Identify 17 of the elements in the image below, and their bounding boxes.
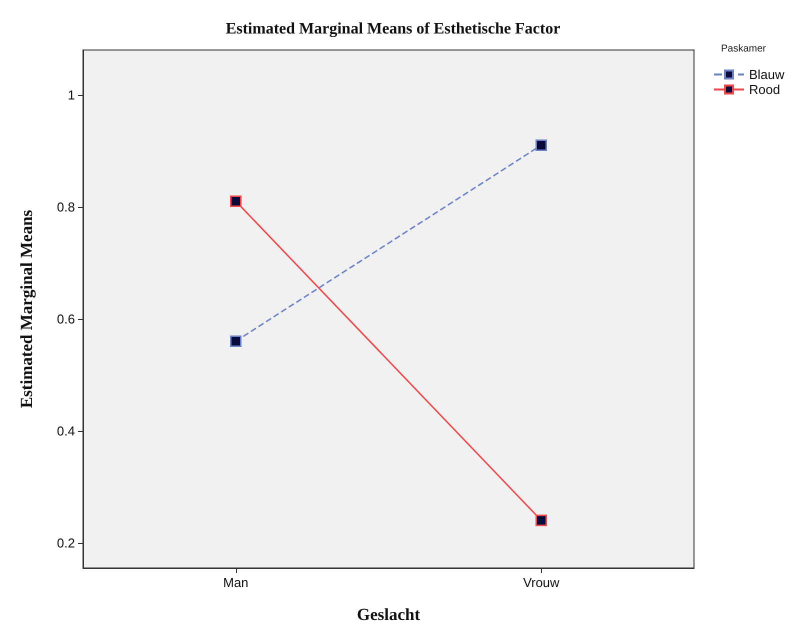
point xyxy=(230,195,242,207)
y-tick-label: 0.4 xyxy=(56,423,75,438)
chart-title: Estimated Marginal Means of Esthetische Factor xyxy=(226,20,560,38)
legend-title: Paskamer xyxy=(721,44,767,54)
x-tick-label: Man xyxy=(223,575,248,590)
y-tick-label: 0.6 xyxy=(56,311,75,326)
point xyxy=(536,514,547,526)
y-axis-title: Estimated Marginal Means xyxy=(17,209,36,408)
x-tick-label: Vrouw xyxy=(523,575,560,590)
point xyxy=(536,139,547,151)
y-tick-label: 0.2 xyxy=(56,535,75,550)
x-axis-title: Geslacht xyxy=(356,605,420,624)
y-tick-label: 0.8 xyxy=(56,199,75,214)
y-tick-label: 1 xyxy=(68,87,75,102)
point xyxy=(230,335,242,347)
legend-label: Rood xyxy=(749,82,780,97)
legend-label: Blauw xyxy=(749,67,786,82)
